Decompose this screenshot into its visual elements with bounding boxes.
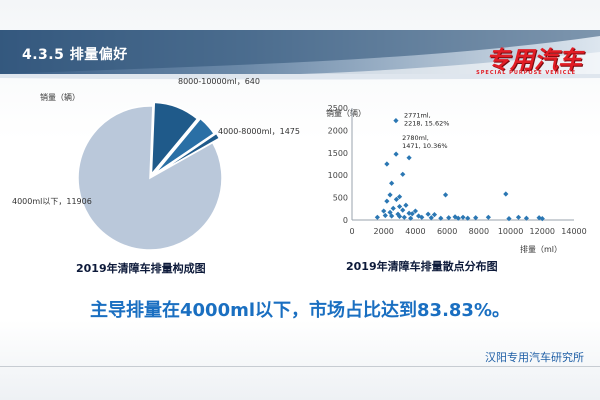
scatter-annotation: 1471, 10.36% <box>402 142 447 150</box>
scatter-point <box>397 204 402 209</box>
scatter-point <box>400 172 405 177</box>
footer-divider <box>0 366 600 367</box>
scatter-point <box>393 151 398 156</box>
scatter-point <box>432 212 437 217</box>
x-tick-label: 8000 <box>469 227 489 236</box>
scatter-point <box>375 215 380 220</box>
scatter-xlabel: 排量（ml） <box>520 244 562 254</box>
y-tick-label: 1500 <box>328 149 348 158</box>
scatter-point <box>503 191 508 196</box>
scatter-point <box>400 208 405 213</box>
scatter-point <box>516 215 521 220</box>
scatter-point <box>391 206 396 211</box>
y-tick-label: 0 <box>343 216 348 225</box>
scatter-point <box>393 118 398 123</box>
x-tick-label: 0 <box>349 227 354 236</box>
y-tick-label: 2500 <box>328 104 348 113</box>
scatter-point <box>406 155 411 160</box>
scatter-point <box>426 212 431 217</box>
scatter-point <box>443 192 448 197</box>
scatter-annotation: 2780ml, <box>402 134 429 142</box>
x-tick-label: 10000 <box>498 227 523 236</box>
scatter-point <box>402 215 407 220</box>
scatter-annotation: 2771ml, <box>404 112 431 120</box>
footer-text: 汉阳专用汽车研究所 <box>485 349 584 365</box>
x-tick-label: 12000 <box>530 227 555 236</box>
scatter-point <box>381 208 386 213</box>
scatter-annotation: 2218, 15.62% <box>404 120 449 128</box>
x-tick-label: 6000 <box>437 227 457 236</box>
scatter-point <box>387 192 392 197</box>
scatter-chart-title: 2019年清障车排量散点分布图 <box>346 258 498 274</box>
scatter-point <box>384 161 389 166</box>
scatter-point <box>389 181 394 186</box>
scatter-point <box>486 215 491 220</box>
x-tick-label: 14000 <box>561 227 586 236</box>
y-tick-label: 500 <box>333 194 348 203</box>
x-tick-label: 4000 <box>405 227 425 236</box>
scatter-point <box>383 213 388 218</box>
x-tick-label: 2000 <box>374 227 394 236</box>
scatter-point <box>384 199 389 204</box>
scatter-point <box>460 215 465 220</box>
y-tick-label: 1000 <box>328 171 348 180</box>
main-conclusion-text: 主导排量在4000ml以下，市场占比达到83.83%。 <box>0 296 600 322</box>
scatter-point <box>403 203 408 208</box>
y-tick-label: 2000 <box>328 126 348 135</box>
